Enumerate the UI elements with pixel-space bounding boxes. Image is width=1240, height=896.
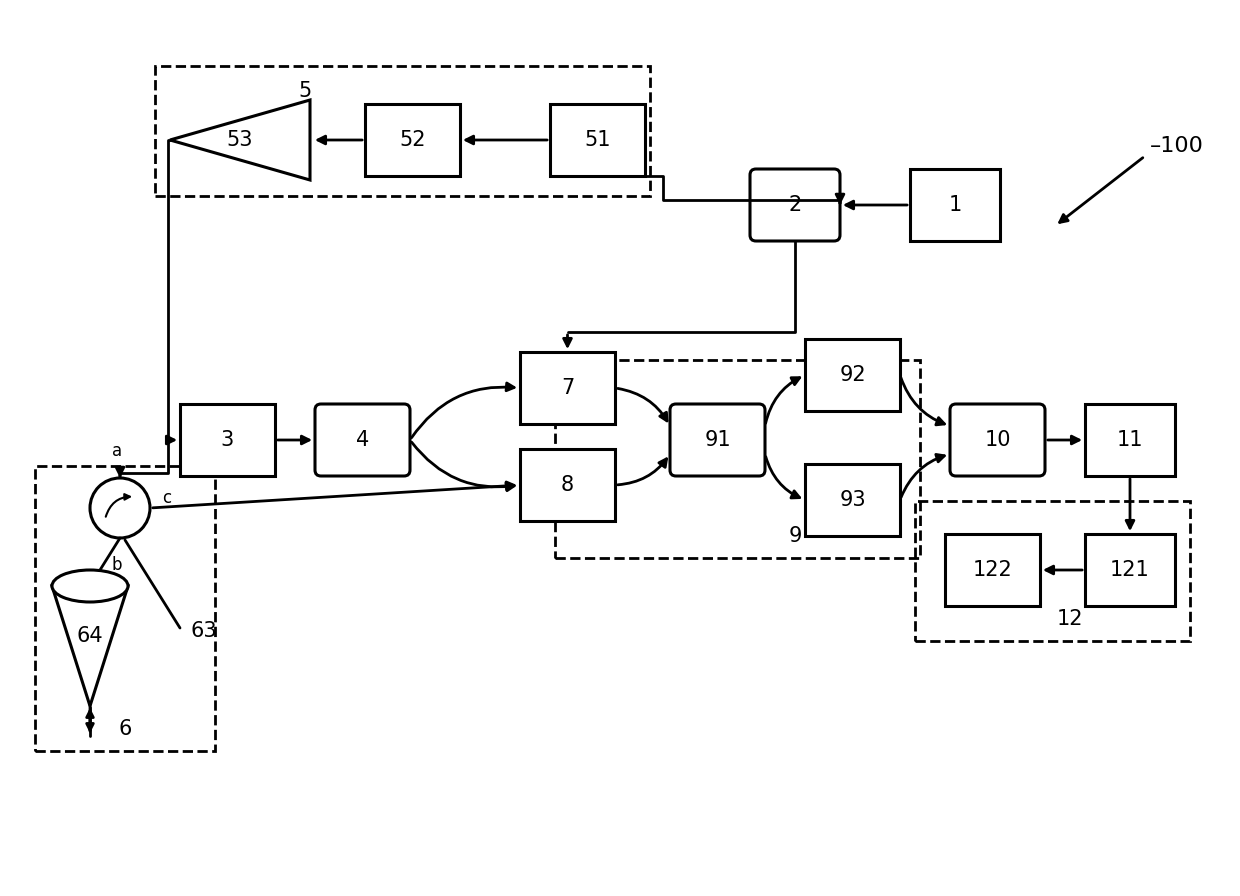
Text: 51: 51 [584, 130, 611, 150]
Text: –100: –100 [1149, 136, 1204, 156]
Bar [551, 104, 645, 176]
FancyBboxPatch shape [950, 404, 1045, 476]
Text: 63: 63 [190, 621, 217, 641]
Bar [805, 464, 900, 536]
Bar [945, 534, 1040, 606]
Text: c: c [162, 489, 171, 507]
Bar [35, 466, 215, 751]
Ellipse shape [52, 570, 128, 602]
Text: 7: 7 [560, 378, 574, 398]
Bar [805, 339, 900, 411]
Text: b: b [112, 556, 123, 574]
FancyBboxPatch shape [315, 404, 410, 476]
Text: 12: 12 [1056, 609, 1084, 629]
Bar [520, 352, 615, 424]
Text: 93: 93 [839, 490, 866, 510]
Bar [910, 169, 999, 241]
Text: 121: 121 [1110, 560, 1149, 580]
Bar [155, 66, 650, 196]
Text: 10: 10 [985, 430, 1011, 450]
FancyBboxPatch shape [670, 404, 765, 476]
Text: 3: 3 [221, 430, 234, 450]
Text: 8: 8 [560, 475, 574, 495]
Text: 4: 4 [356, 430, 370, 450]
FancyBboxPatch shape [750, 169, 839, 241]
Text: 9: 9 [789, 526, 802, 546]
Bar [520, 449, 615, 521]
Text: 1: 1 [949, 195, 962, 215]
Polygon shape [170, 100, 310, 180]
Bar [915, 501, 1190, 641]
Bar [556, 360, 920, 558]
Text: 5: 5 [299, 81, 311, 101]
Circle shape [91, 478, 150, 538]
Text: 92: 92 [839, 365, 866, 385]
Bar [180, 404, 275, 476]
Polygon shape [52, 586, 128, 706]
Text: 64: 64 [77, 626, 103, 646]
Text: a: a [112, 442, 122, 460]
Bar [365, 104, 460, 176]
Text: 2: 2 [789, 195, 801, 215]
Text: 53: 53 [227, 130, 253, 150]
Bar [1085, 534, 1176, 606]
Text: 91: 91 [704, 430, 730, 450]
Text: 122: 122 [972, 560, 1012, 580]
Text: 11: 11 [1117, 430, 1143, 450]
Text: 6: 6 [118, 719, 131, 739]
Text: 52: 52 [399, 130, 425, 150]
Bar [1085, 404, 1176, 476]
